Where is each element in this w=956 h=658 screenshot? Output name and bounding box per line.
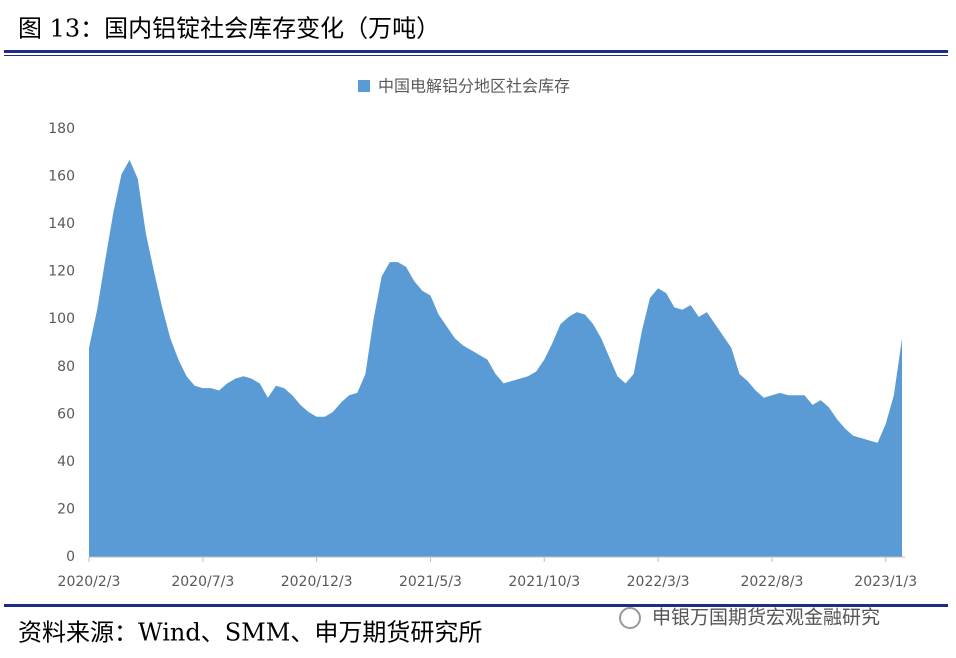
legend-swatch bbox=[358, 80, 370, 92]
x-tick-label: 2020/2/3 bbox=[58, 574, 121, 590]
y-tick-label: 40 bbox=[57, 454, 75, 470]
y-tick-label: 0 bbox=[66, 549, 75, 565]
x-tick-label: 2020/7/3 bbox=[171, 574, 234, 590]
x-tick-label: 2022/8/3 bbox=[740, 574, 803, 590]
y-tick-label: 140 bbox=[48, 216, 75, 232]
y-tick-label: 20 bbox=[57, 501, 75, 517]
y-tick-label: 120 bbox=[48, 264, 75, 280]
plot: 0 20 40 60 80 100 120 140 160 180 2020/2/3 2020/7/3… bbox=[48, 121, 917, 590]
y-tick-label: 160 bbox=[48, 169, 75, 185]
watermark: 申银万国期货宏观金融研究 bbox=[652, 607, 880, 629]
top-rule-thin bbox=[4, 55, 948, 56]
source-note: 资料来源：Wind、SMM、申万期货研究所 bbox=[18, 619, 482, 647]
y-tick-label: 100 bbox=[48, 311, 75, 327]
y-tick-label: 60 bbox=[57, 406, 75, 422]
bottom-rule bbox=[4, 604, 948, 607]
y-tick-label: 180 bbox=[48, 121, 75, 137]
y-tick-label: 80 bbox=[57, 359, 75, 375]
x-tick-label: 2023/1/3 bbox=[854, 574, 917, 590]
x-tick-label: 2022/3/3 bbox=[627, 574, 690, 590]
area bbox=[89, 159, 902, 557]
x-tick-label: 2021/5/3 bbox=[399, 574, 462, 590]
document-title: 图 13：国内铝锭社会库存变化（万吨） bbox=[18, 15, 440, 43]
x-tick-label: 2021/10/3 bbox=[508, 574, 580, 590]
x-tick-label: 2020/12/3 bbox=[281, 574, 353, 590]
legend-label: 中国电解铝分地区社会库存 bbox=[378, 77, 570, 96]
top-rule bbox=[4, 50, 948, 53]
watermark-icon bbox=[619, 607, 641, 629]
